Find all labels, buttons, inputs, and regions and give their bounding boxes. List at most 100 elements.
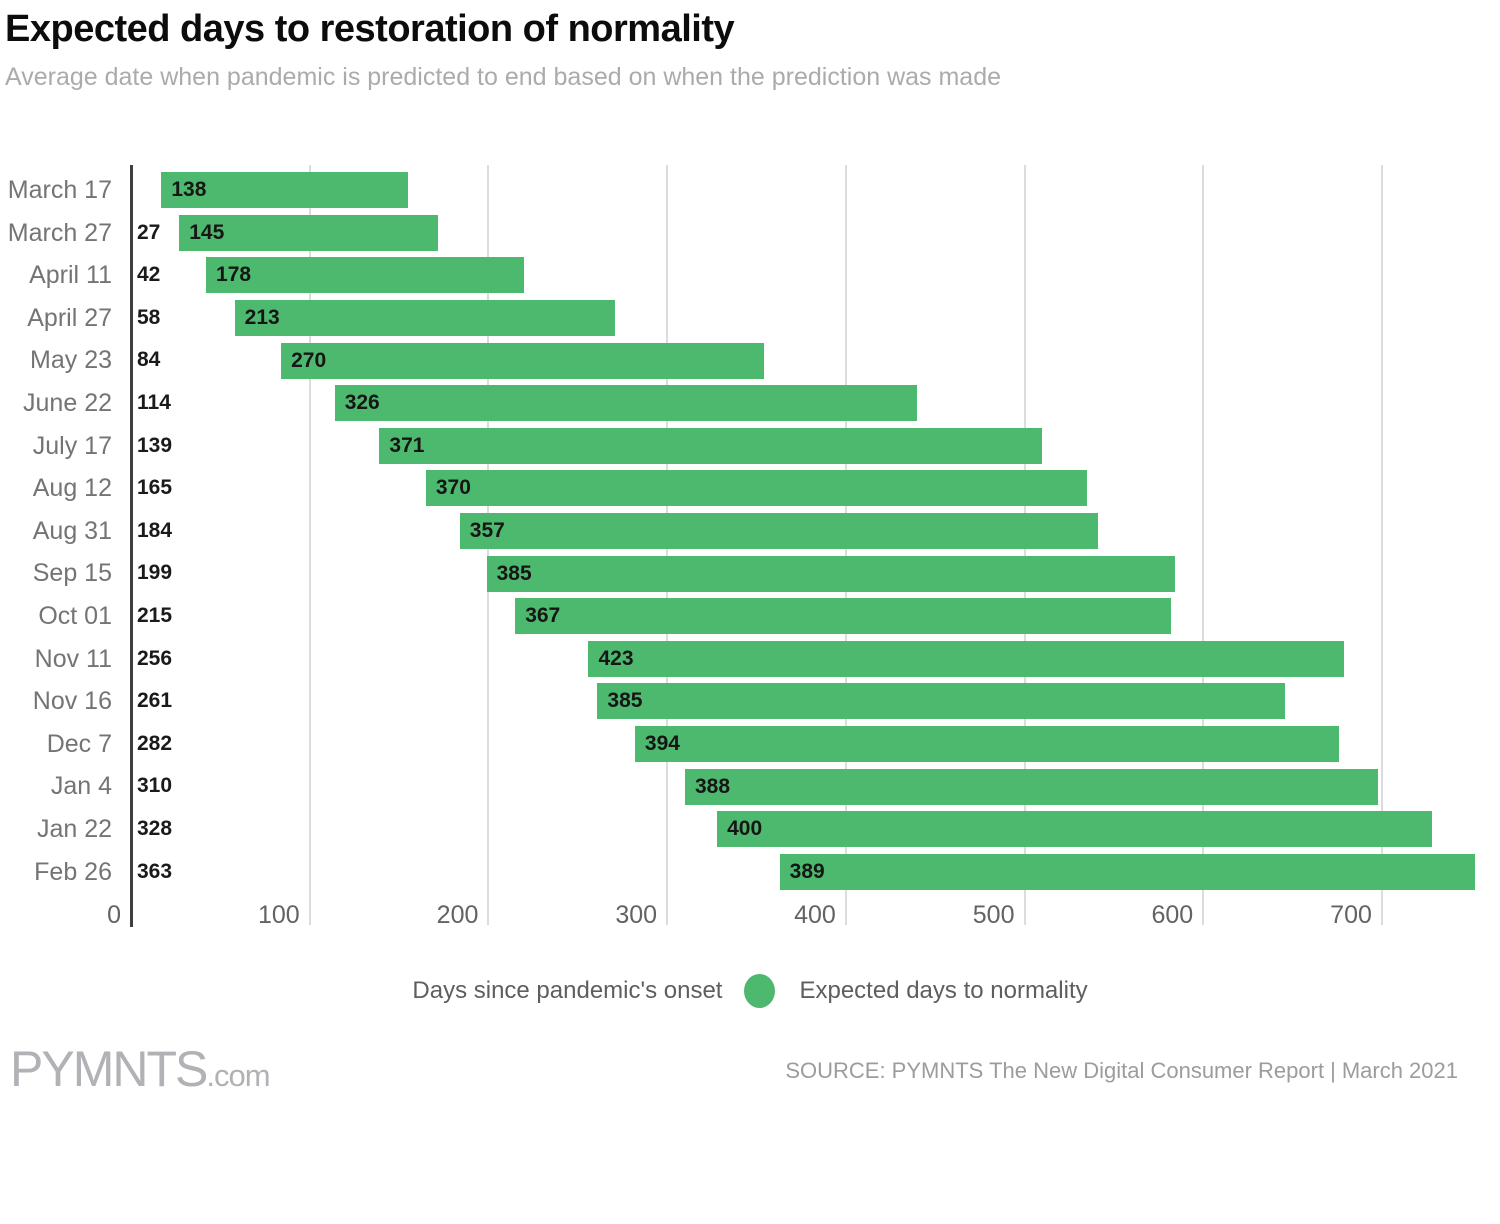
category-label: April 27 bbox=[27, 303, 112, 332]
chart-row: April 11 42 178 bbox=[0, 254, 1500, 297]
category-label: Dec 7 bbox=[46, 729, 112, 758]
offset-value-label: 58 bbox=[137, 305, 161, 329]
category-label: March 17 bbox=[7, 176, 112, 204]
data-bar: 371 bbox=[379, 427, 1043, 464]
bar-value-label: 423 bbox=[598, 646, 634, 670]
x-axis-tick-label: 100 bbox=[257, 901, 300, 929]
offset-value-label: 261 bbox=[137, 689, 173, 713]
bar-value-label: 367 bbox=[525, 604, 561, 628]
category-label: July 17 bbox=[32, 431, 112, 460]
category-label: Feb 26 bbox=[34, 857, 112, 886]
offset-value-label: 215 bbox=[137, 603, 173, 627]
source-separator: | bbox=[1330, 1058, 1336, 1083]
chart-legend: Days since pandemic's onset Expected day… bbox=[0, 972, 1500, 1010]
bar-value-label: 394 bbox=[644, 732, 680, 756]
data-bar: 367 bbox=[515, 598, 1172, 635]
category-label: May 23 bbox=[30, 346, 112, 375]
offset-value-label: 114 bbox=[137, 390, 171, 414]
offset-value-label: 184 bbox=[137, 518, 173, 542]
chart-row: June 22 114 326 bbox=[0, 382, 1500, 425]
x-axis-tick-label: 400 bbox=[794, 901, 836, 929]
x-gridline bbox=[1202, 165, 1205, 925]
data-bar: 389 bbox=[779, 853, 1475, 890]
bar-value-label: 270 bbox=[291, 348, 327, 372]
bar-value-label: 371 bbox=[389, 433, 425, 457]
bar-chart: March 17 138 March 27 27 145 April 11 42 178 Apr… bbox=[0, 165, 1500, 935]
x-axis-tick-label: 300 bbox=[615, 901, 658, 929]
chart-row: Aug 12 165 370 bbox=[0, 467, 1500, 510]
chart-row: Nov 11 256 423 bbox=[0, 638, 1500, 681]
offset-value-label: 282 bbox=[137, 731, 173, 755]
source-attribution: SOURCE: PYMNTS The New Digital Consumer … bbox=[785, 1058, 1458, 1084]
source-text: SOURCE: PYMNTS The New Digital Consumer … bbox=[785, 1058, 1325, 1083]
offset-value-label: 27 bbox=[137, 220, 161, 244]
offset-value-label: 42 bbox=[137, 263, 161, 287]
offset-value-label: 363 bbox=[137, 859, 173, 883]
chart-row: Sep 15 199 385 bbox=[0, 552, 1500, 595]
x-axis-tick-label: 500 bbox=[972, 901, 1015, 929]
category-label: Jan 22 bbox=[36, 814, 112, 843]
data-bar: 213 bbox=[234, 300, 616, 337]
page-subtitle: Average date when pandemic is predicted … bbox=[5, 63, 1002, 91]
data-bar: 388 bbox=[684, 768, 1379, 805]
x-axis-tick-label: 700 bbox=[1330, 901, 1372, 929]
data-bar: 178 bbox=[206, 257, 525, 294]
bar-rows-layer: March 17 138 March 27 27 145 April 11 42 178 Apr… bbox=[0, 169, 1500, 893]
category-label: Aug 31 bbox=[32, 516, 112, 545]
data-bar: 400 bbox=[717, 811, 1432, 848]
legend-circle-icon bbox=[744, 974, 776, 1008]
x-axis-tick-label: 200 bbox=[436, 901, 479, 929]
logo-main-text: PYMNTS bbox=[10, 1041, 208, 1097]
page-title: Expected days to restoration of normalit… bbox=[5, 8, 735, 50]
chart-row: March 27 27 145 bbox=[0, 212, 1500, 255]
data-bar: 394 bbox=[634, 726, 1339, 763]
bar-value-label: 385 bbox=[607, 689, 643, 713]
bar-value-label: 370 bbox=[435, 476, 471, 500]
category-label: Nov 11 bbox=[34, 644, 112, 673]
bar-value-label: 400 bbox=[727, 817, 763, 841]
offset-value-label: 256 bbox=[137, 646, 173, 670]
logo-suffix-text: .com bbox=[206, 1058, 270, 1093]
offset-value-label: 328 bbox=[137, 816, 173, 840]
bar-value-label: 389 bbox=[789, 859, 825, 883]
category-label: Aug 12 bbox=[32, 474, 112, 503]
bar-value-label: 326 bbox=[344, 391, 380, 415]
data-bar: 357 bbox=[459, 513, 1098, 550]
chart-row: Nov 16 261 385 bbox=[0, 680, 1500, 723]
legend-item-days-since-onset: Days since pandemic's onset bbox=[412, 977, 722, 1005]
data-bar: 370 bbox=[425, 470, 1088, 507]
category-label: March 27 bbox=[7, 218, 112, 247]
x-axis-tick-label: 0 bbox=[107, 901, 121, 929]
chart-row: Feb 26 363 389 bbox=[0, 851, 1500, 894]
y-axis-line bbox=[129, 165, 133, 927]
data-bar: 385 bbox=[486, 555, 1175, 592]
category-label: Nov 16 bbox=[32, 687, 112, 716]
bar-value-label: 213 bbox=[244, 306, 280, 330]
category-label: Oct 01 bbox=[38, 601, 112, 630]
category-label: Sep 15 bbox=[32, 559, 112, 588]
data-bar: 145 bbox=[179, 214, 439, 251]
data-bar: 326 bbox=[334, 385, 918, 422]
bar-value-label: 388 bbox=[694, 774, 731, 798]
pymnts-logo: PYMNTS.com bbox=[10, 1040, 271, 1098]
chart-row: July 17 139 371 bbox=[0, 425, 1500, 468]
offset-value-label: 139 bbox=[137, 433, 173, 457]
chart-row: Dec 7 282 394 bbox=[0, 723, 1500, 766]
data-bar: 138 bbox=[161, 172, 408, 209]
offset-value-label: 310 bbox=[137, 774, 173, 798]
offset-value-label: 199 bbox=[137, 561, 173, 585]
x-axis-tick-label: 600 bbox=[1151, 901, 1194, 929]
chart-row: Jan 22 328 400 bbox=[0, 808, 1500, 851]
data-bar: 385 bbox=[597, 683, 1286, 720]
legend-label: Days since pandemic's onset bbox=[412, 977, 723, 1004]
bar-value-label: 145 bbox=[189, 220, 225, 244]
bar-value-label: 178 bbox=[216, 263, 252, 287]
data-bar: 270 bbox=[281, 342, 764, 379]
chart-row: Oct 01 215 367 bbox=[0, 595, 1500, 638]
bar-value-label: 138 bbox=[171, 178, 207, 202]
bar-value-label: 385 bbox=[496, 561, 532, 585]
data-bar: 423 bbox=[588, 640, 1345, 677]
legend-label: Expected days to normality bbox=[799, 977, 1088, 1004]
chart-row: March 17 138 bbox=[0, 169, 1500, 212]
offset-value-label: 165 bbox=[137, 476, 173, 500]
